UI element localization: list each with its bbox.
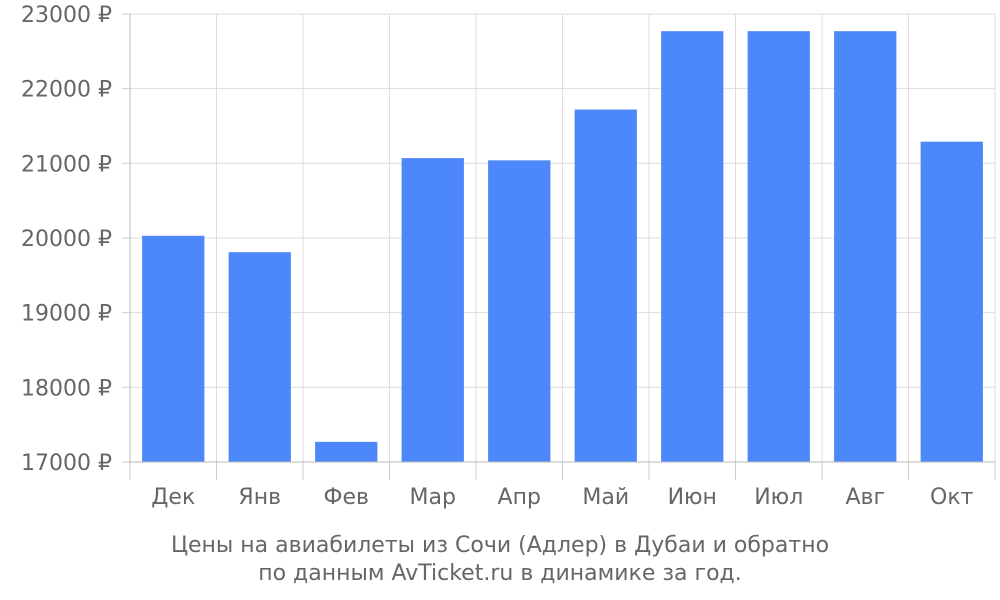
bar-2 [228,252,291,462]
bar-4 [401,158,464,462]
y-tick-label: 19000 ₽ [21,302,112,327]
bar-6 [574,109,637,462]
axes [122,13,996,480]
x-tick-label: Авг [845,485,885,510]
bar-7 [661,31,724,462]
x-axis-labels: Дек Янв Фев Мар Апр Май Июн Июл Авг Окт [151,485,973,510]
x-tick-label: Дек [151,485,195,510]
x-tick-label: Апр [498,485,541,510]
x-tick-label: Июл [754,485,803,510]
x-tick-label: Июн [668,485,717,510]
chart-caption: Цены на авиабилеты из Сочи (Адлер) в Дуб… [0,532,1000,588]
y-tick-label: 17000 ₽ [21,451,112,476]
y-tick-label: 18000 ₽ [21,376,112,401]
y-tick-label: 23000 ₽ [21,3,112,28]
y-tick-label: 20000 ₽ [21,227,112,252]
y-tick-label: 22000 ₽ [21,78,112,103]
bars [142,31,983,462]
bar-8 [747,31,810,462]
bar-1 [142,235,205,462]
caption-line-2: по данным AvTicket.ru в динамике за год. [258,561,742,586]
x-tick-label: Мар [410,485,456,510]
bar-5 [488,160,551,462]
x-tick-label: Фев [324,485,369,510]
x-tick-label: Окт [930,485,974,510]
x-tick-label: Май [582,485,629,510]
bar-9 [834,31,897,462]
y-axis-labels: 17000 ₽ 18000 ₽ 19000 ₽ 20000 ₽ 21000 ₽ 22000… [21,3,112,476]
bar-10 [920,141,983,462]
bar-3 [315,441,378,462]
y-tick-label: 21000 ₽ [21,152,112,177]
x-tick-label: Янв [238,485,281,510]
caption-line-1: Цены на авиабилеты из Сочи (Адлер) в Дуб… [170,533,830,558]
